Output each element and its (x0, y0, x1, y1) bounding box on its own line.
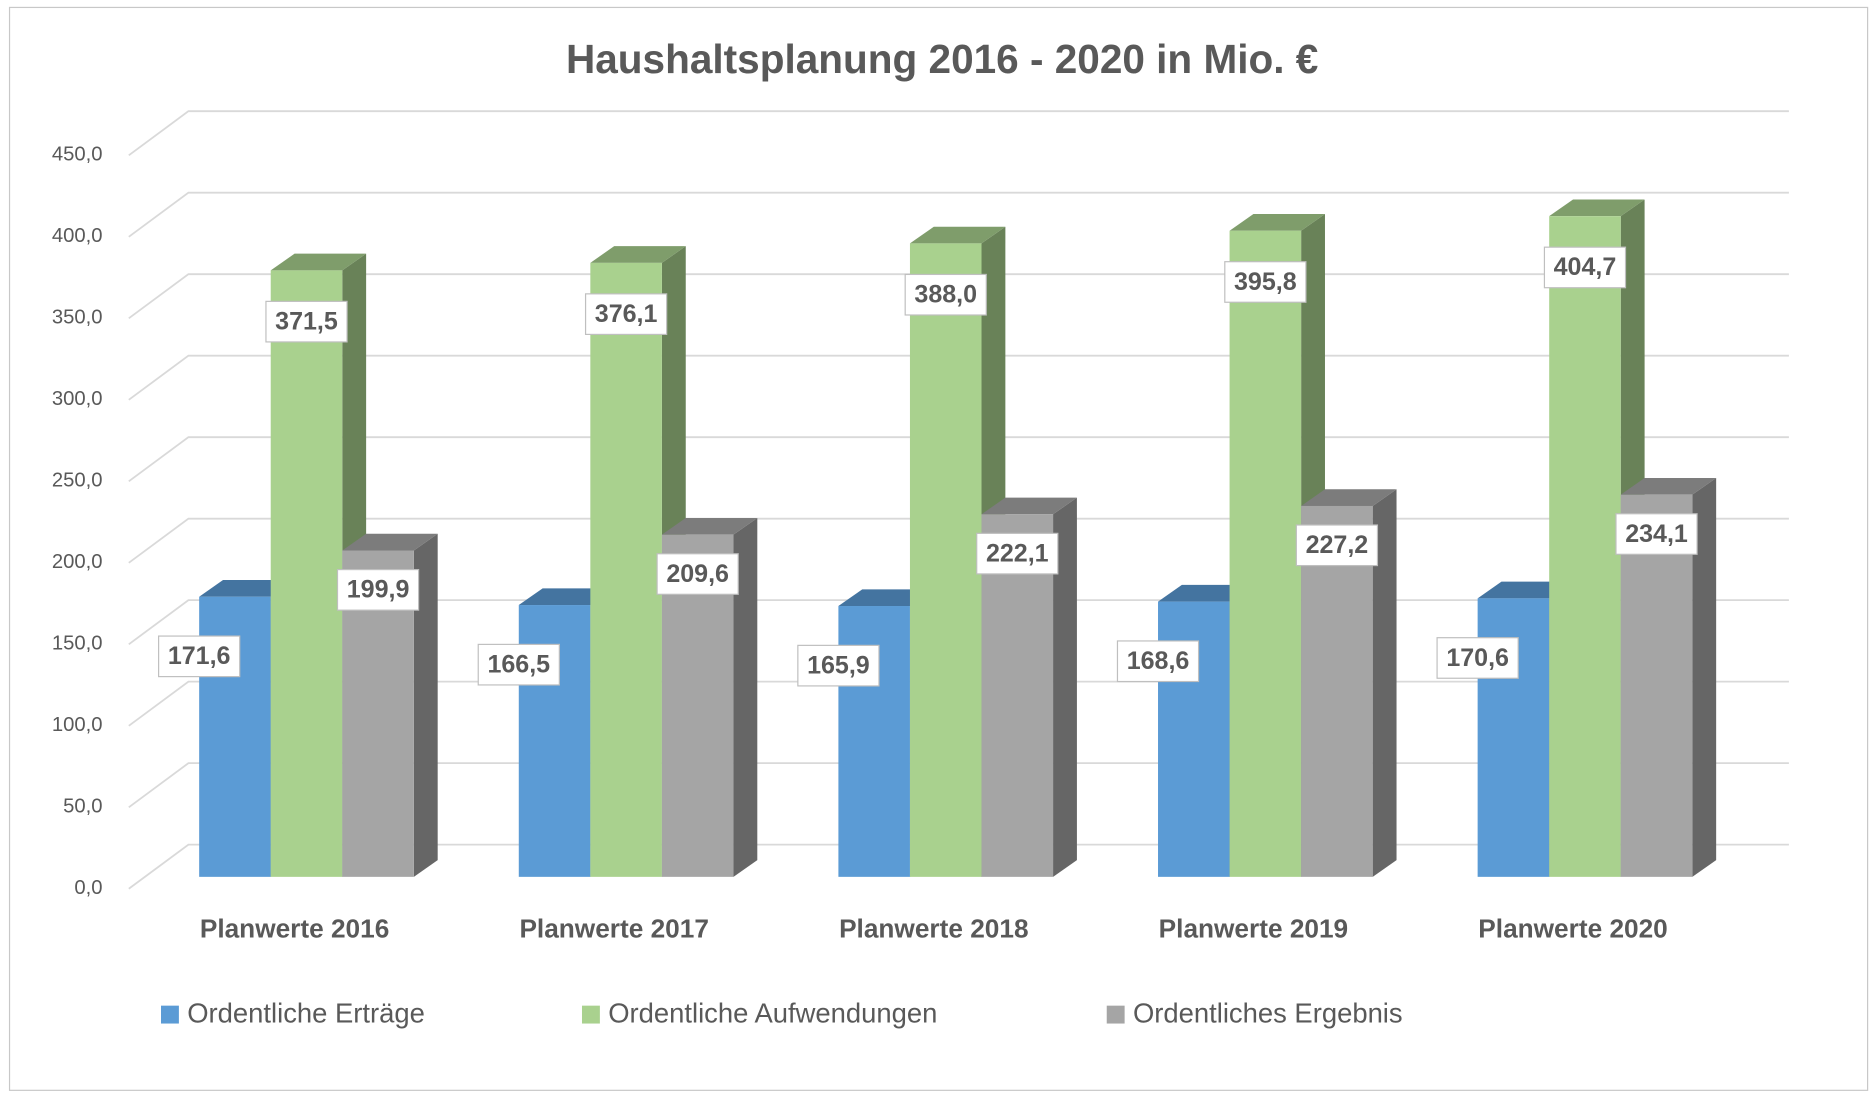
bar-front (1229, 230, 1302, 877)
value-label-box (797, 644, 880, 687)
bar-top (981, 497, 1077, 515)
x-tick-label: Planwerte 2016 (200, 913, 389, 943)
bar-top (661, 517, 758, 535)
bar-side (1372, 489, 1397, 877)
value-label: 209,6 (666, 560, 729, 588)
y-tick-label: 350,0 (52, 307, 103, 329)
value-label: 388,0 (914, 281, 977, 309)
value-label-box (904, 273, 987, 316)
value-label: 170,6 (1446, 644, 1509, 672)
bar-top (1620, 477, 1717, 495)
bar-front (981, 514, 1054, 877)
value-label-box (1436, 637, 1519, 679)
bar-side (413, 533, 438, 877)
bar-top (1301, 489, 1397, 506)
value-label: 165,9 (807, 651, 870, 679)
legend-swatch (161, 1005, 179, 1024)
value-label: 171,6 (168, 642, 231, 670)
bar-top (590, 246, 686, 263)
bar-side (1053, 497, 1077, 877)
legend-label: Ordentliche Erträge (187, 997, 425, 1028)
y-tick-label: 200,0 (52, 551, 103, 573)
bar (1229, 213, 1325, 877)
x-tick-label: Planwerte 2017 (519, 913, 708, 943)
value-label: 371,5 (275, 307, 338, 335)
value-label: 404,7 (1554, 253, 1617, 281)
y-tick-label: 100,0 (52, 714, 103, 736)
y-tick-label: 400,0 (52, 225, 103, 247)
bar-top (270, 253, 367, 271)
x-tick-label: Planwerte 2020 (1478, 913, 1667, 943)
bar (1301, 489, 1397, 877)
x-tick-label: Planwerte 2018 (839, 913, 1028, 943)
bar-front (270, 270, 343, 877)
bar-side (1692, 477, 1717, 877)
chart-title: Haushaltsplanung 2016 - 2020 in Mio. € (566, 36, 1318, 82)
value-label-box (477, 643, 560, 686)
bar (1620, 477, 1717, 877)
value-label-box (265, 300, 348, 343)
value-label-box (336, 568, 420, 611)
bar (981, 497, 1077, 877)
legend-swatch (1106, 1005, 1125, 1024)
value-label: 166,5 (487, 650, 550, 678)
value-label-box (1295, 524, 1379, 567)
value-label-box (1615, 513, 1698, 555)
bar-top (909, 226, 1006, 244)
grid-line (128, 110, 1789, 157)
value-label-box (1543, 246, 1627, 289)
x-tick-label: Planwerte 2019 (1159, 913, 1348, 943)
y-tick-label: 300,0 (52, 388, 103, 410)
legend-label: Ordentliches Ergebnis (1133, 997, 1403, 1028)
value-label: 234,1 (1625, 520, 1688, 548)
bar-top (1229, 213, 1325, 231)
bar-top (199, 580, 295, 597)
bar (590, 246, 686, 877)
y-tick-label: 50,0 (63, 796, 102, 818)
y-tick-label: 150,0 (52, 633, 103, 655)
value-label: 395,8 (1234, 268, 1297, 296)
value-label-box (656, 553, 739, 595)
value-label: 168,6 (1127, 647, 1190, 675)
value-label: 199,9 (347, 576, 410, 604)
bar-top (1549, 199, 1645, 217)
value-label-box (158, 635, 241, 678)
bar-front (1620, 494, 1693, 877)
bar-front (1301, 505, 1373, 877)
value-label-box (1224, 261, 1307, 303)
value-label-box (976, 532, 1059, 575)
value-label-box (584, 293, 668, 336)
y-tick-label: 250,0 (52, 470, 103, 492)
bar-top (342, 533, 438, 551)
grid-line (128, 191, 1789, 238)
value-label-box (1116, 640, 1200, 683)
bar-front (909, 243, 982, 877)
bar-front (1549, 216, 1621, 877)
bar-side (733, 517, 758, 877)
bar-front (590, 262, 662, 877)
bar (270, 253, 367, 877)
y-tick-label: 0,0 (74, 877, 102, 899)
value-label: 376,1 (595, 300, 658, 328)
legend-swatch (581, 1005, 600, 1024)
value-label: 227,2 (1306, 531, 1369, 559)
y-tick-label: 450,0 (52, 144, 103, 166)
value-label: 222,1 (986, 539, 1049, 567)
legend-label: Ordentliche Aufwendungen (608, 997, 937, 1028)
